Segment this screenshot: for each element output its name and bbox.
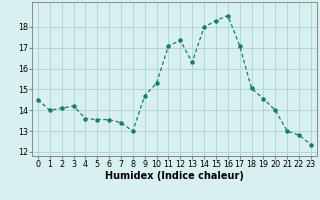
X-axis label: Humidex (Indice chaleur): Humidex (Indice chaleur): [105, 171, 244, 181]
